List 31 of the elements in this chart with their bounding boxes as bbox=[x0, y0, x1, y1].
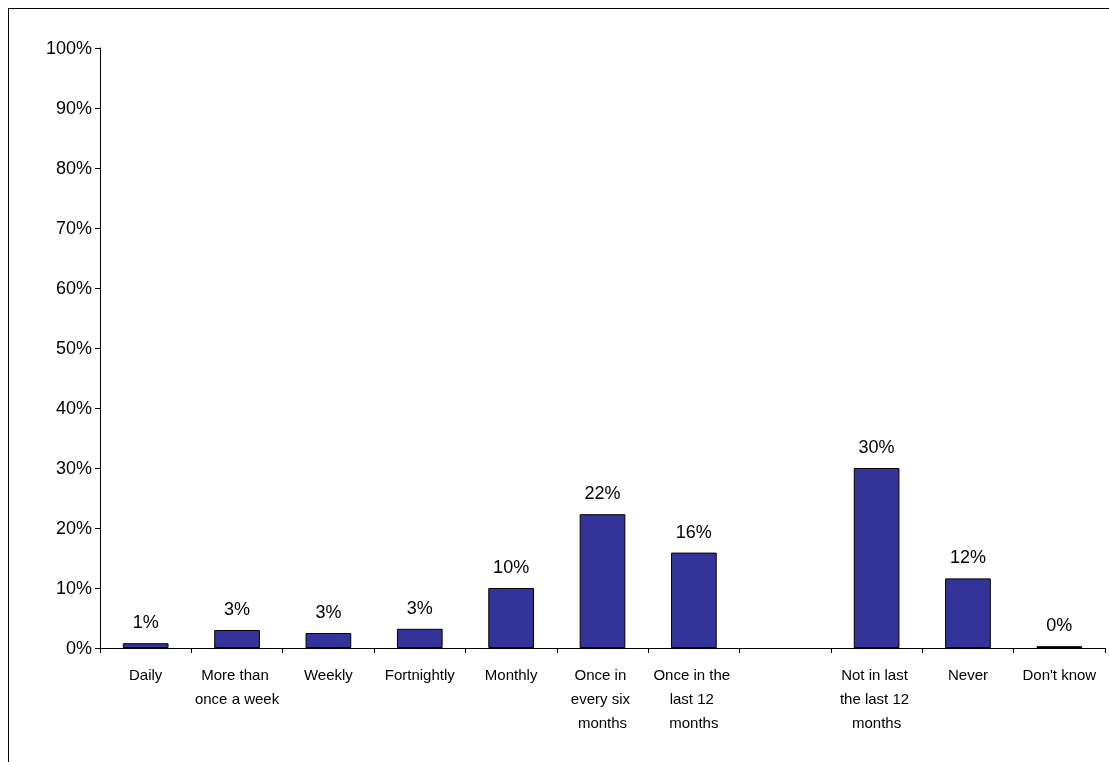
data-label: 1% bbox=[132, 612, 159, 633]
data-label: 16% bbox=[675, 521, 712, 542]
x-tick-label: More than once a week bbox=[194, 665, 280, 707]
y-tick-label: 90% bbox=[55, 98, 92, 118]
y-tick-label: 60% bbox=[55, 278, 92, 298]
data-label: 10% bbox=[493, 557, 530, 577]
x-tick-label: Monthly bbox=[484, 665, 538, 683]
x-tick-label: Fortnightly bbox=[384, 665, 456, 683]
y-tick-label: 70% bbox=[55, 218, 92, 238]
data-label: 3% bbox=[224, 599, 251, 619]
data-label: 3% bbox=[315, 602, 342, 622]
y-tick-label: 0% bbox=[65, 638, 92, 658]
y-tick-label: 100% bbox=[45, 38, 92, 58]
data-label: 3% bbox=[406, 597, 433, 618]
y-tick-label: 20% bbox=[55, 518, 92, 538]
x-tick-label: Weekly bbox=[303, 665, 354, 683]
data-label: 12% bbox=[949, 547, 986, 568]
x-tick-label: Not in last the last 12 months bbox=[839, 665, 914, 731]
x-tick-label: Daily bbox=[129, 665, 163, 683]
data-label: 22% bbox=[584, 483, 621, 504]
y-tick-label: 40% bbox=[55, 398, 92, 418]
data-label: 30% bbox=[858, 437, 895, 457]
data-label: 0% bbox=[1046, 615, 1073, 636]
y-tick-label: 50% bbox=[55, 338, 92, 358]
x-tick-label: Once in every six months bbox=[570, 665, 635, 731]
y-tick-label: 10% bbox=[55, 578, 92, 598]
x-tick-label: Don't know bbox=[1022, 665, 1097, 683]
y-tick-label: 30% bbox=[55, 458, 92, 478]
x-tick-label: Never bbox=[947, 665, 988, 683]
x-tick-label: Once in the last 12 months bbox=[653, 665, 735, 731]
y-tick-label: 80% bbox=[55, 158, 92, 178]
